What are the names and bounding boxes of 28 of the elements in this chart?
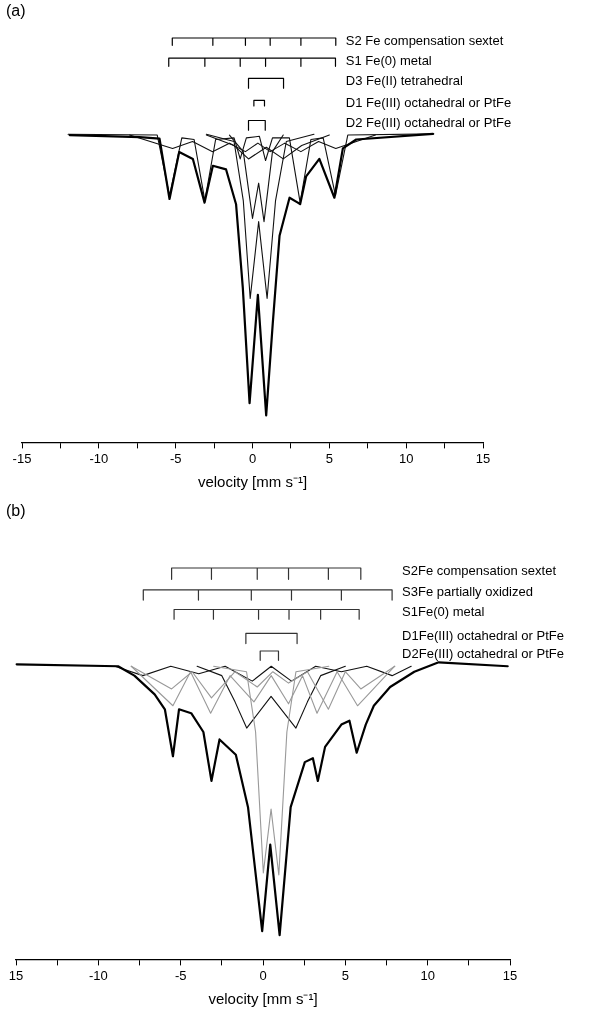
chart-title: (a) xyxy=(6,2,26,20)
x-tick-label: -10 xyxy=(88,967,108,983)
text: S2Fe compensation sextet xyxy=(402,562,557,578)
x-tick-label: 5 xyxy=(325,450,333,466)
x-tick-label: 15 xyxy=(502,967,518,983)
x-tick-label: -5 xyxy=(174,967,187,983)
x-tick-label: 0 xyxy=(248,450,257,466)
x-tick-label: -10 xyxy=(89,450,109,466)
text: D2 Fe(III) octahedral or PtFe xyxy=(345,115,512,131)
text: D1Fe(III) octahedral or PtFe xyxy=(402,627,564,643)
x-axis-title: velocity [mm s⁻¹] xyxy=(208,990,318,1008)
text: S1Fe(0) metal xyxy=(402,604,485,620)
text: D1 Fe(III) octahedral or PtFe xyxy=(345,94,512,110)
text: D2Fe(III) octahedral or PtFe xyxy=(402,645,564,661)
x-tick-label: -15 xyxy=(12,450,32,466)
x-tick-label: 0 xyxy=(259,967,267,983)
x-tick-label: 5 xyxy=(341,967,349,983)
x-axis-title: velocity [mm s⁻¹] xyxy=(197,473,308,491)
x-tick-label: 10 xyxy=(398,450,414,466)
series-label: S3Fe partially oxidized xyxy=(402,584,533,600)
series-label: S2 Fe compensation sextet xyxy=(345,32,504,48)
x-tick-label: 10 xyxy=(420,967,435,983)
x-tick-label: 15 xyxy=(475,450,491,466)
text: D3 Fe(II) tetrahedral xyxy=(345,73,463,89)
chart-title: (b) xyxy=(6,502,26,520)
x-tick-label: 15 xyxy=(8,967,24,983)
x-tick-label: -5 xyxy=(169,450,182,466)
series-label: S1 Fe(0) metal xyxy=(345,52,432,68)
